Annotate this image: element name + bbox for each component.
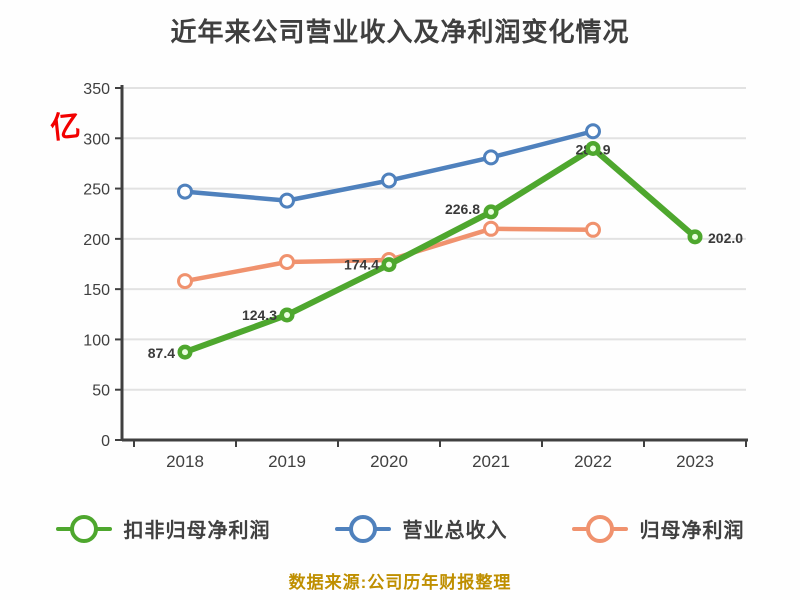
data-point: [483, 220, 499, 237]
data-point-center: [386, 261, 392, 268]
series-line-营业总收入: [182, 128, 596, 203]
legend-item-series-1: 扣非归母净利润: [55, 514, 271, 543]
data-point: [483, 149, 499, 166]
y-tick-label: 250: [83, 182, 110, 199]
data-point-center: [488, 208, 494, 215]
y-tick-label: 300: [83, 131, 110, 148]
data-point: [585, 221, 601, 238]
legend-marker-orange-icon: [571, 514, 628, 543]
y-tick-label: 0: [101, 433, 110, 450]
y-tick-label: 50: [92, 383, 110, 400]
x-tick-label: 2020: [370, 452, 408, 471]
y-tick-label: 100: [83, 332, 110, 349]
chart-legend: 扣非归母净利润 营业总收入 归母净利润: [0, 514, 800, 543]
chart-title: 近年来公司营业收入及净利润变化情况: [170, 17, 630, 47]
data-label: 124.3: [242, 307, 277, 323]
data-point: [279, 253, 295, 270]
source-note: 数据来源:公司历年财报整理: [288, 573, 512, 592]
legend-item-series-2: 营业总收入: [334, 514, 508, 543]
x-tick-label: 2023: [676, 452, 714, 471]
data-point: [177, 183, 193, 200]
data-point-center: [692, 233, 698, 240]
x-tick-label: 2018: [166, 452, 204, 471]
x-tick-label: 2022: [574, 452, 612, 471]
y-tick-label: 350: [83, 81, 110, 98]
data-point: [279, 192, 295, 209]
data-point: [177, 273, 193, 290]
legend-marker-blue-icon: [334, 514, 391, 543]
data-point: [585, 123, 601, 140]
data-point-center: [590, 145, 596, 152]
data-label: 202.0: [708, 230, 743, 246]
data-point: [381, 172, 397, 189]
legend-label-series-2: 营业总收入: [402, 520, 508, 542]
series-line-扣非归母净利润: [182, 145, 698, 356]
y-tick-label: 150: [83, 282, 110, 299]
data-label: 87.4: [148, 345, 175, 361]
legend-label-series-1: 扣非归母净利润: [123, 520, 271, 542]
data-label: 226.8: [445, 201, 480, 217]
data-point-center: [284, 311, 290, 318]
legend-label-series-3: 归母净利润: [639, 520, 745, 542]
data-point-center: [182, 349, 188, 356]
x-tick-label: 2019: [268, 452, 306, 471]
data-label: 174.4: [344, 257, 379, 273]
legend-marker-green-icon: [55, 514, 112, 543]
legend-item-series-3: 归母净利润: [571, 514, 745, 543]
y-tick-label: 200: [83, 232, 110, 249]
x-tick-label: 2021: [472, 452, 510, 471]
